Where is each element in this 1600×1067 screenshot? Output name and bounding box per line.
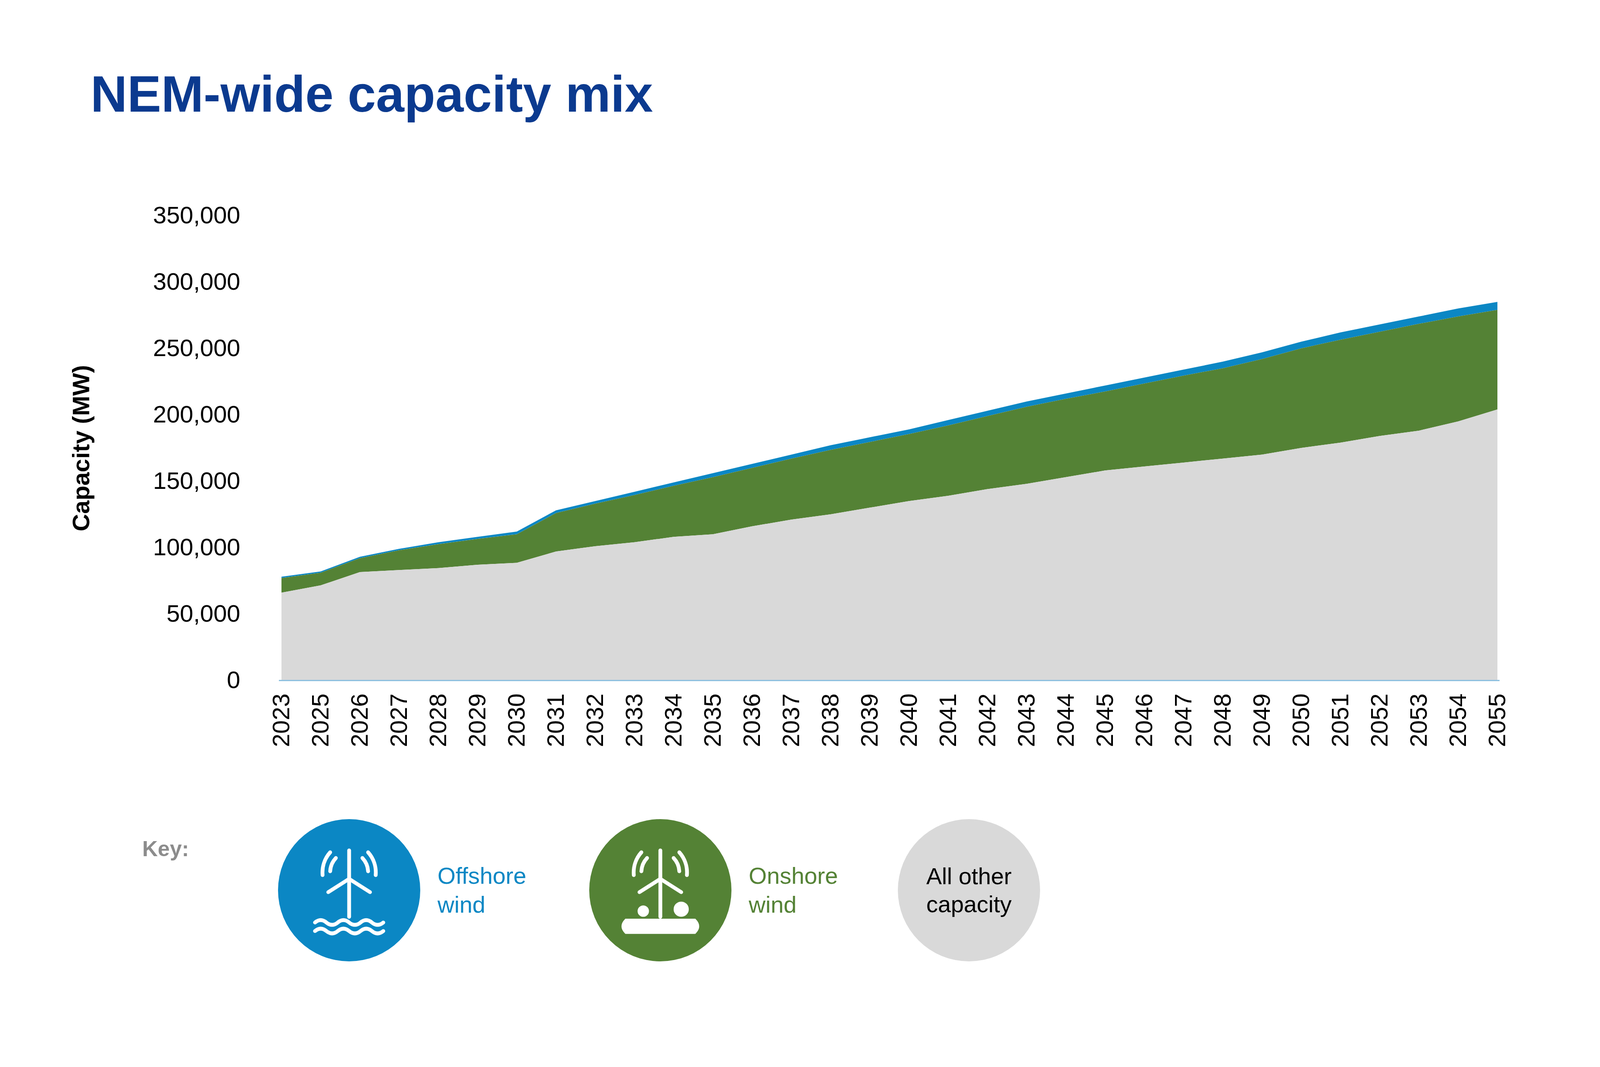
svg-text:2039: 2039 — [855, 693, 883, 748]
svg-text:2032: 2032 — [581, 693, 609, 748]
svg-text:2055: 2055 — [1483, 693, 1511, 748]
svg-text:2035: 2035 — [698, 693, 726, 748]
svg-text:200,000: 200,000 — [153, 400, 241, 428]
svg-text:2043: 2043 — [1012, 693, 1040, 748]
svg-text:2023: 2023 — [267, 693, 295, 748]
svg-text:350,000: 350,000 — [153, 201, 241, 229]
svg-text:50,000: 50,000 — [166, 599, 241, 627]
svg-text:2027: 2027 — [384, 693, 413, 748]
svg-text:2042: 2042 — [973, 693, 1001, 748]
svg-text:2052: 2052 — [1365, 693, 1393, 748]
svg-text:2029: 2029 — [463, 693, 491, 748]
svg-text:Capacity (MW): Capacity (MW) — [67, 365, 95, 532]
svg-text:2041: 2041 — [934, 693, 962, 748]
svg-text:2036: 2036 — [737, 693, 766, 748]
svg-text:2033: 2033 — [620, 693, 648, 748]
svg-text:100,000: 100,000 — [153, 533, 241, 561]
svg-text:250,000: 250,000 — [153, 334, 241, 362]
svg-text:0: 0 — [226, 665, 241, 694]
svg-text:2048: 2048 — [1208, 693, 1236, 748]
svg-text:2054: 2054 — [1443, 693, 1472, 748]
svg-text:2040: 2040 — [894, 693, 922, 748]
svg-text:2028: 2028 — [424, 693, 452, 748]
svg-text:2051: 2051 — [1326, 693, 1354, 748]
svg-text:2025: 2025 — [306, 693, 334, 748]
svg-text:2053: 2053 — [1404, 693, 1432, 748]
svg-text:2045: 2045 — [1090, 693, 1119, 748]
html-text:All other capacity: All other capacity — [926, 863, 1012, 917]
svg-text:2046: 2046 — [1130, 693, 1158, 748]
html-text:Key:: Key: — [142, 836, 189, 861]
svg-text:2049: 2049 — [1247, 693, 1275, 748]
svg-text:2030: 2030 — [502, 693, 530, 748]
html-text:NEM-wide capacity mix: NEM-wide capacity mix — [90, 65, 654, 123]
svg-text:2038: 2038 — [816, 693, 844, 748]
html-text:Offshore wind: Offshore wind — [437, 862, 527, 918]
svg-text:2031: 2031 — [541, 693, 569, 748]
svg-text:300,000: 300,000 — [153, 267, 241, 295]
svg-text:2044: 2044 — [1051, 693, 1079, 748]
html-text:Onshore wind: Onshore wind — [748, 862, 838, 918]
svg-text:2037: 2037 — [777, 693, 805, 748]
svg-text:2026: 2026 — [345, 693, 373, 748]
svg-text:150,000: 150,000 — [153, 466, 241, 494]
svg-text:2050: 2050 — [1287, 693, 1315, 748]
svg-text:2047: 2047 — [1169, 693, 1197, 748]
svg-text:2034: 2034 — [659, 693, 687, 748]
